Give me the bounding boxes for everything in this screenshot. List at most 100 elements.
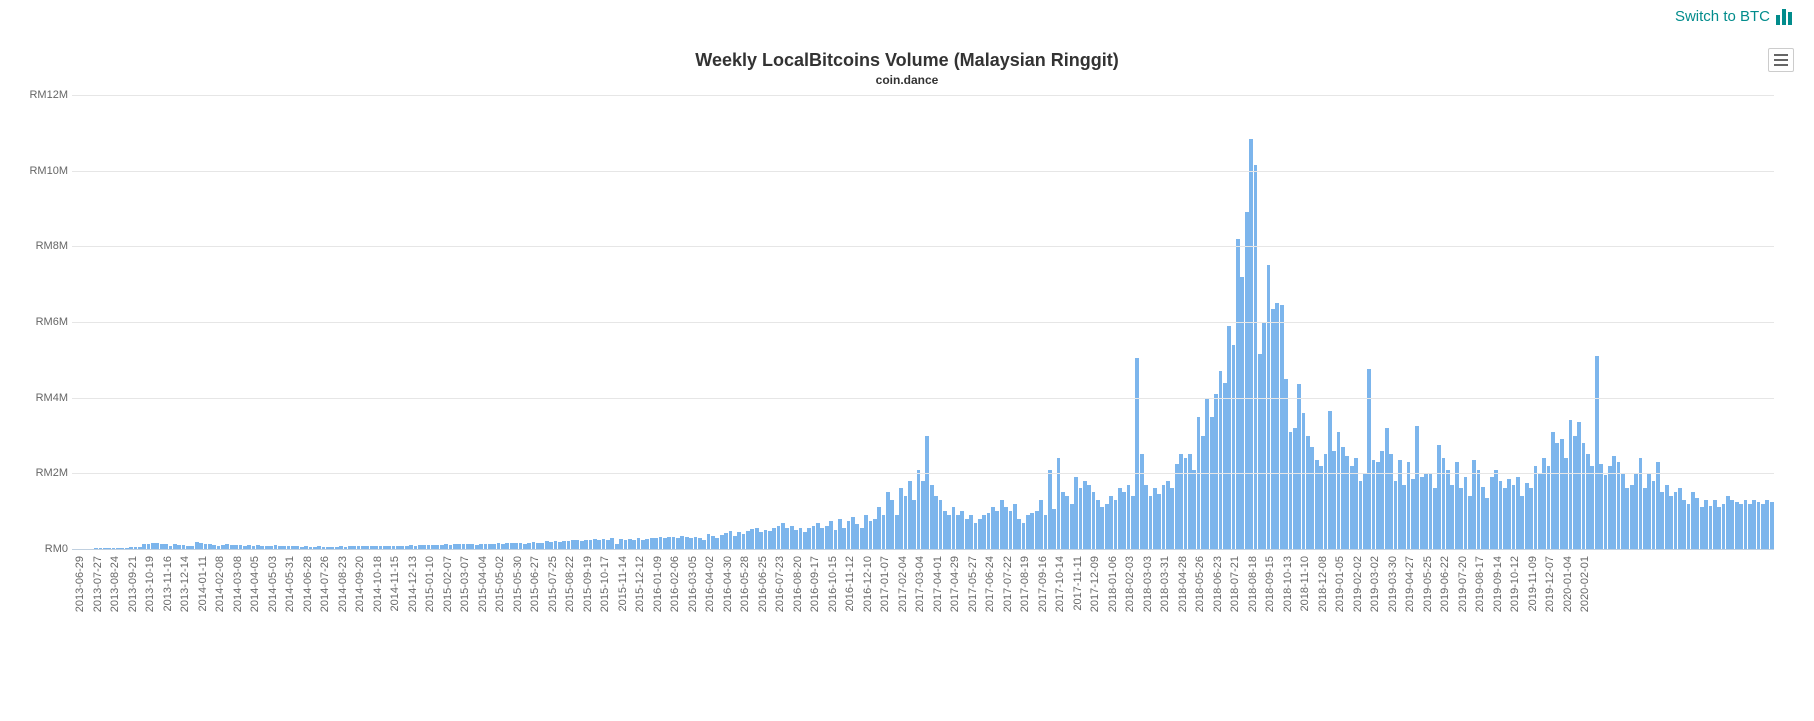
bar[interactable]: [1192, 470, 1196, 549]
bar[interactable]: [1481, 487, 1485, 549]
bar[interactable]: [1660, 492, 1664, 549]
bar[interactable]: [1647, 473, 1651, 549]
bar[interactable]: [501, 544, 505, 549]
bar[interactable]: [1639, 458, 1643, 549]
bar[interactable]: [707, 534, 711, 549]
bar[interactable]: [199, 543, 203, 549]
bar[interactable]: [571, 540, 575, 549]
bar[interactable]: [339, 546, 343, 549]
bar[interactable]: [256, 545, 260, 549]
bar[interactable]: [510, 543, 514, 549]
bar[interactable]: [742, 534, 746, 549]
bar[interactable]: [1726, 496, 1730, 549]
bar[interactable]: [1656, 462, 1660, 549]
bar[interactable]: [628, 539, 632, 549]
bar[interactable]: [260, 546, 264, 549]
bar[interactable]: [1695, 498, 1699, 549]
bar[interactable]: [899, 488, 903, 549]
bar[interactable]: [313, 547, 317, 549]
bar[interactable]: [466, 544, 470, 549]
bar[interactable]: [1166, 481, 1170, 549]
bar[interactable]: [1569, 420, 1573, 549]
bar[interactable]: [580, 541, 584, 549]
bar[interactable]: [457, 544, 461, 549]
bar[interactable]: [1271, 309, 1275, 549]
bar[interactable]: [1035, 511, 1039, 549]
bar[interactable]: [904, 496, 908, 549]
bar[interactable]: [724, 533, 728, 549]
bar[interactable]: [1114, 500, 1118, 549]
bar[interactable]: [186, 546, 190, 549]
bar[interactable]: [1687, 504, 1691, 549]
bar[interactable]: [142, 544, 146, 549]
bar[interactable]: [567, 541, 571, 549]
bar[interactable]: [1153, 488, 1157, 549]
bar[interactable]: [243, 546, 247, 549]
bar[interactable]: [1284, 379, 1288, 549]
bar[interactable]: [1367, 369, 1371, 549]
bar[interactable]: [134, 547, 138, 549]
bar[interactable]: [816, 523, 820, 549]
chart-menu-button[interactable]: [1768, 48, 1794, 72]
bar[interactable]: [453, 544, 457, 549]
bar[interactable]: [392, 546, 396, 549]
bar[interactable]: [1118, 488, 1122, 549]
bar[interactable]: [484, 544, 488, 549]
bar[interactable]: [1262, 322, 1266, 549]
bar[interactable]: [1065, 496, 1069, 549]
bar[interactable]: [435, 545, 439, 549]
bar[interactable]: [737, 532, 741, 549]
bar[interactable]: [619, 539, 623, 549]
bar[interactable]: [427, 545, 431, 549]
bar[interactable]: [230, 545, 234, 549]
bar[interactable]: [755, 528, 759, 549]
bar[interactable]: [1179, 454, 1183, 549]
bar[interactable]: [597, 540, 601, 549]
bar[interactable]: [1100, 507, 1104, 549]
bar[interactable]: [527, 543, 531, 549]
bar[interactable]: [554, 541, 558, 549]
bar[interactable]: [1223, 383, 1227, 549]
bar[interactable]: [1057, 458, 1061, 549]
bar[interactable]: [1429, 473, 1433, 549]
bar[interactable]: [1363, 473, 1367, 549]
bar[interactable]: [173, 544, 177, 549]
bar[interactable]: [1052, 509, 1056, 549]
bar[interactable]: [379, 546, 383, 549]
bar[interactable]: [291, 546, 295, 549]
bar[interactable]: [768, 531, 772, 549]
bar[interactable]: [685, 537, 689, 549]
bar[interactable]: [1542, 458, 1546, 549]
bar[interactable]: [641, 540, 645, 549]
bar[interactable]: [440, 545, 444, 549]
bar[interactable]: [1083, 481, 1087, 549]
bar[interactable]: [1744, 500, 1748, 549]
bar[interactable]: [584, 540, 588, 549]
bar[interactable]: [418, 545, 422, 549]
bar[interactable]: [807, 528, 811, 549]
bar[interactable]: [1643, 488, 1647, 549]
bar[interactable]: [1149, 496, 1153, 549]
bar[interactable]: [987, 513, 991, 549]
bar[interactable]: [1232, 345, 1236, 549]
bar[interactable]: [562, 541, 566, 549]
bar[interactable]: [934, 496, 938, 549]
bar[interactable]: [1520, 496, 1524, 549]
bar[interactable]: [1621, 473, 1625, 549]
bar[interactable]: [1000, 500, 1004, 549]
bar[interactable]: [772, 528, 776, 549]
bar[interactable]: [1625, 488, 1629, 549]
bar[interactable]: [864, 515, 868, 549]
bar[interactable]: [190, 546, 194, 549]
bar[interactable]: [1009, 511, 1013, 549]
bar[interactable]: [1376, 462, 1380, 549]
bar[interactable]: [164, 544, 168, 549]
bar[interactable]: [1302, 413, 1306, 549]
bar[interactable]: [1109, 496, 1113, 549]
bar[interactable]: [1407, 462, 1411, 549]
bar[interactable]: [361, 546, 365, 549]
bar[interactable]: [939, 500, 943, 549]
bar[interactable]: [1389, 454, 1393, 549]
bar[interactable]: [750, 529, 754, 549]
bar[interactable]: [1490, 477, 1494, 549]
